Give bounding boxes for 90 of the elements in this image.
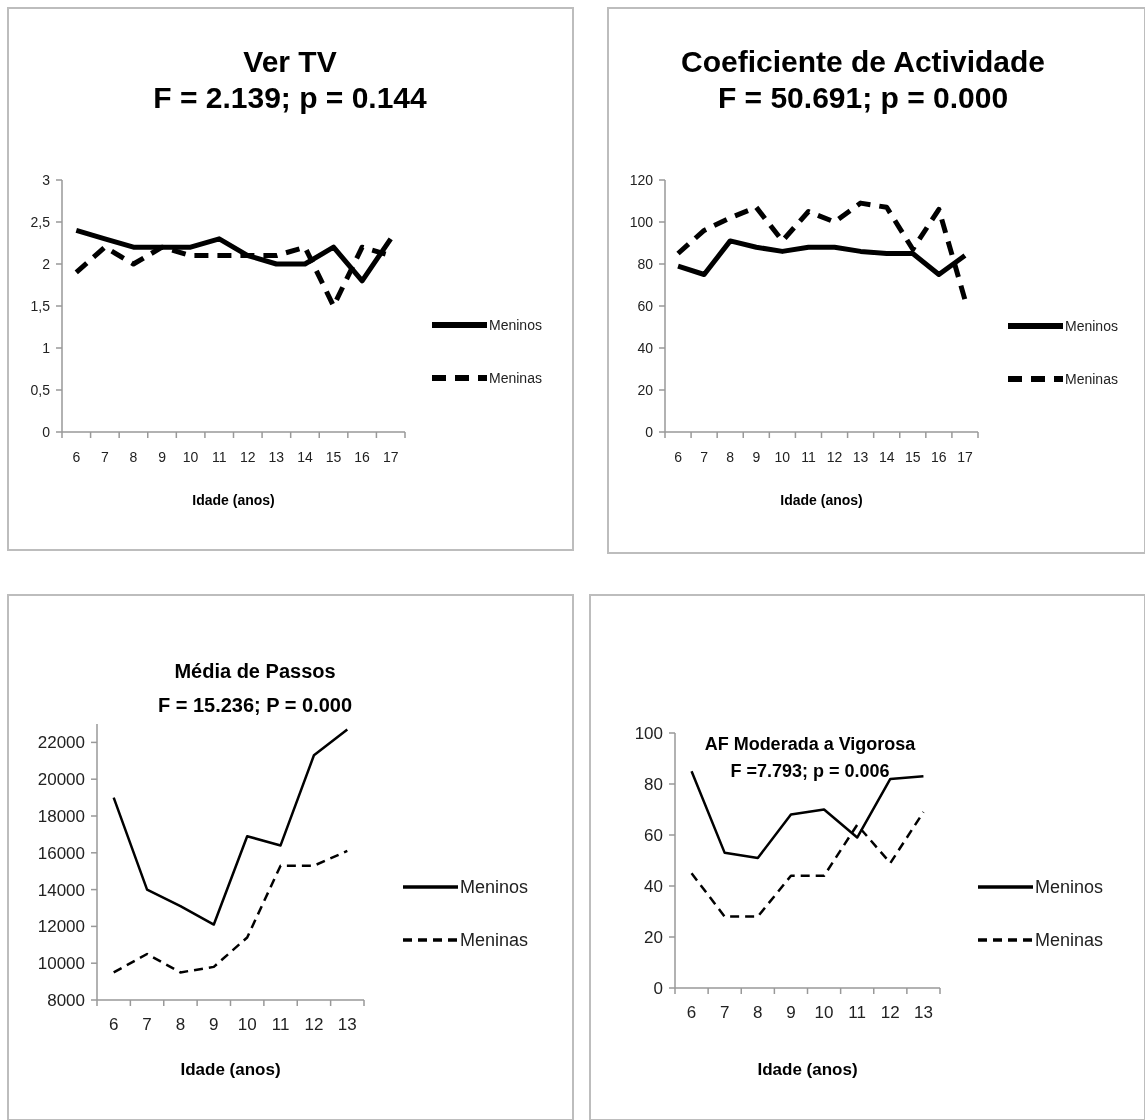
chart-subtitle: F = 15.236; P = 0.000 xyxy=(157,694,353,716)
legend-label: Meninas xyxy=(489,369,542,386)
x-tick-label: 9 xyxy=(158,449,167,465)
x-tick-label: 11 xyxy=(801,449,816,465)
chart-subtitle: F = 2.139; p = 0.144 xyxy=(153,81,428,114)
chart-title: Média de Passos xyxy=(174,660,336,682)
y-tick-label: 120 xyxy=(629,171,654,188)
y-tick-label: 0 xyxy=(42,423,51,440)
y-tick-label: 18000 xyxy=(37,806,85,826)
y-tick-label: 22000 xyxy=(37,733,85,753)
x-tick-label: 10 xyxy=(237,1015,257,1034)
legend-label: Meninas xyxy=(1065,370,1118,387)
y-tick-label: 100 xyxy=(634,723,663,743)
x-tick-label: 16 xyxy=(354,449,371,465)
chart-title: Ver TV xyxy=(243,45,337,78)
y-tick-label: 60 xyxy=(637,297,654,314)
legend-label: Meninas xyxy=(1035,930,1104,951)
x-tick-label: 12 xyxy=(304,1015,324,1034)
y-tick-label: 16000 xyxy=(37,843,85,863)
x-tick-label: 17 xyxy=(957,449,973,465)
x-tick-label: 8 xyxy=(129,449,138,465)
y-tick-label: 80 xyxy=(637,255,654,272)
chart-title: AF Moderada a Vigorosa xyxy=(704,734,917,754)
line-series xyxy=(112,728,349,926)
x-tick-label: 12 xyxy=(240,449,256,465)
x-tick-label: 14 xyxy=(297,449,313,465)
x-axis-title: Idade (anos) xyxy=(780,492,863,508)
y-tick-label: 20 xyxy=(637,381,654,398)
legend-label: Meninos xyxy=(1035,877,1104,898)
legend-label: Meninos xyxy=(460,877,529,898)
x-tick-label: 15 xyxy=(325,449,342,465)
x-tick-label: 6 xyxy=(674,449,683,465)
x-tick-label: 15 xyxy=(905,449,921,465)
x-tick-label: 7 xyxy=(719,1003,730,1022)
x-tick-label: 13 xyxy=(268,449,285,465)
legend-label: Meninas xyxy=(460,930,529,951)
x-tick-label: 13 xyxy=(337,1015,357,1034)
y-tick-label: 8000 xyxy=(47,990,85,1010)
y-tick-label: 0,5 xyxy=(30,381,51,398)
x-tick-label: 13 xyxy=(852,449,869,465)
x-tick-label: 8 xyxy=(726,449,735,465)
y-tick-label: 20000 xyxy=(37,770,85,790)
x-tick-label: 8 xyxy=(753,1003,763,1022)
y-tick-label: 40 xyxy=(637,339,654,356)
x-axis-title: Idade (anos) xyxy=(192,492,275,508)
x-tick-label: 6 xyxy=(108,1015,119,1034)
y-tick-label: 3 xyxy=(42,171,51,188)
x-tick-label: 10 xyxy=(814,1003,834,1022)
y-tick-label: 1,5 xyxy=(30,297,51,314)
x-tick-label: 7 xyxy=(100,449,109,465)
x-tick-label: 7 xyxy=(700,449,709,465)
x-axis-title: Idade (anos) xyxy=(180,1060,281,1079)
x-tick-label: 11 xyxy=(211,449,227,465)
y-tick-label: 12000 xyxy=(37,917,85,937)
x-tick-label: 16 xyxy=(931,449,947,465)
x-tick-label: 9 xyxy=(752,449,761,465)
y-tick-label: 100 xyxy=(629,213,654,230)
y-tick-label: 40 xyxy=(644,876,663,896)
y-tick-label: 2 xyxy=(42,255,51,272)
x-tick-label: 11 xyxy=(848,1003,867,1022)
y-tick-label: 20 xyxy=(644,927,663,947)
line-series xyxy=(112,849,349,974)
legend-label: Meninos xyxy=(1065,317,1118,334)
x-tick-label: 13 xyxy=(913,1003,933,1022)
y-tick-label: 10000 xyxy=(37,954,85,974)
legend-label: Meninos xyxy=(489,316,542,333)
y-tick-label: 14000 xyxy=(37,880,85,900)
x-tick-label: 9 xyxy=(786,1003,796,1022)
chart-title: Coeficiente de Actividade xyxy=(681,45,1045,78)
x-tick-label: 7 xyxy=(142,1015,152,1034)
text: F =7.793; p = 0.006 xyxy=(730,761,890,781)
x-tick-label: 10 xyxy=(774,449,791,465)
x-tick-label: 8 xyxy=(175,1015,186,1034)
chart-subtitle: F = 50.691; p = 0.000 xyxy=(717,81,1009,114)
y-tick-label: 1 xyxy=(42,339,51,356)
x-tick-label: 14 xyxy=(878,449,895,465)
y-tick-label: 0 xyxy=(653,978,663,998)
y-tick-label: 60 xyxy=(644,825,663,845)
x-axis-title: Idade (anos) xyxy=(757,1060,858,1079)
y-tick-label: 2,5 xyxy=(30,213,51,230)
x-tick-label: 12 xyxy=(826,449,843,465)
x-tick-label: 12 xyxy=(880,1003,900,1022)
y-tick-label: 80 xyxy=(644,774,663,794)
x-tick-label: 10 xyxy=(182,449,199,465)
x-tick-label: 9 xyxy=(209,1015,219,1034)
x-tick-label: 6 xyxy=(686,1003,697,1022)
x-tick-label: 6 xyxy=(72,449,81,465)
y-tick-label: 0 xyxy=(645,423,654,440)
x-tick-label: 17 xyxy=(382,449,399,465)
x-tick-label: 11 xyxy=(271,1015,290,1034)
